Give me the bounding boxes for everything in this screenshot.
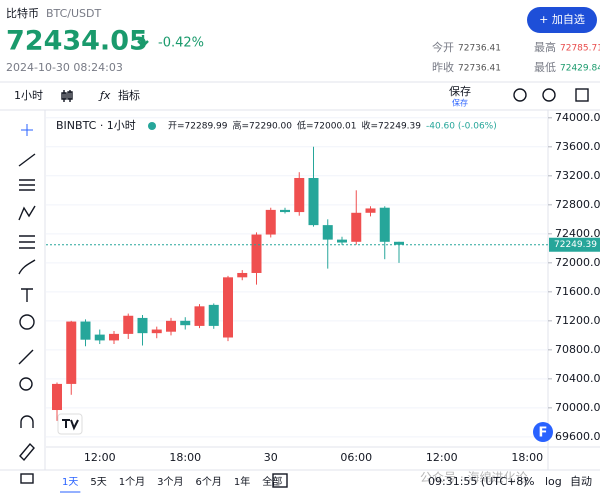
candle-body — [137, 317, 148, 334]
candle-body — [280, 209, 290, 213]
candle-body — [123, 315, 134, 334]
timestamp: 2024-10-30 08:24:03 — [6, 61, 123, 74]
stat-value: 72429.84 — [560, 64, 600, 74]
watermark: 公众号 · 海绵进化论 — [420, 470, 527, 485]
stat-label: 今开 — [432, 40, 454, 54]
candle-body — [322, 225, 333, 240]
auto[interactable]: 自动 — [570, 475, 592, 488]
save-sub[interactable]: 保存 — [452, 98, 468, 108]
candle-body — [379, 207, 390, 242]
down-arrow — [137, 35, 149, 48]
drawing-tools[interactable] — [18, 124, 36, 484]
y-tick-label: 73200.00 — [555, 169, 600, 182]
stat-value: 72736.41 — [458, 64, 501, 74]
save[interactable]: 保存 — [449, 84, 471, 98]
legend-title: BINBTC · 1小时 — [56, 119, 136, 132]
tv-logo[interactable] — [57, 413, 83, 435]
y-tick-label: 71200.00 — [555, 314, 600, 327]
candle-body — [308, 177, 319, 226]
y-tick-label: 69600.00 — [555, 430, 600, 443]
add-button-label[interactable]: + 加自选 — [539, 13, 585, 26]
percent[interactable]: % — [524, 475, 534, 488]
alert-icon[interactable] — [513, 88, 527, 102]
tv-logo-mark — [62, 419, 79, 431]
candle-body — [94, 334, 105, 341]
legend-item: -40.60 (-0.06%) — [426, 122, 497, 132]
candle-body — [394, 241, 404, 245]
candle-body — [194, 306, 205, 326]
range-button[interactable]: 全部 — [262, 475, 282, 488]
f-badge-label: F — [539, 426, 548, 441]
calendar-icon[interactable] — [272, 473, 288, 488]
candle-body — [351, 212, 362, 242]
legend-item: 高=72290.00 — [233, 120, 293, 132]
fullscreen-icon[interactable] — [575, 88, 589, 102]
range-button[interactable]: 5天 — [90, 477, 106, 488]
settings-icon[interactable] — [542, 88, 556, 102]
add-button[interactable] — [527, 7, 597, 33]
candle-body — [251, 234, 262, 273]
candle-body — [52, 383, 62, 411]
x-tick-label: 30 — [264, 451, 278, 464]
y-tick-label: 72400.00 — [555, 227, 600, 240]
indicators[interactable]: 指标 — [118, 88, 140, 102]
x-tick-label: 12:00 — [84, 451, 116, 464]
range-button[interactable]: 3个月 — [157, 476, 183, 488]
y-tick-label: 74000.00 — [555, 111, 600, 124]
stat-label: 昨收 — [432, 60, 454, 74]
y-tick-label: 70800.00 — [555, 343, 600, 356]
y-tick-label: 72000.00 — [555, 256, 600, 269]
status-dot — [148, 122, 156, 130]
candle-body — [109, 333, 119, 341]
title: 比特币 — [6, 6, 39, 20]
y-tick-label: 71600.00 — [555, 285, 600, 298]
candle-body — [294, 177, 305, 213]
candle-body — [223, 277, 233, 338]
log[interactable]: log — [545, 475, 562, 488]
time: 09:31:55 (UTC+8) — [428, 475, 528, 488]
range-button[interactable]: 1天 — [62, 477, 78, 488]
x-tick-label: 12:00 — [426, 451, 458, 464]
f-badge[interactable] — [533, 422, 553, 442]
symbol: BTC/USDT — [46, 7, 102, 20]
range-button[interactable]: 1个月 — [119, 476, 145, 488]
change: -0.42% — [158, 36, 204, 51]
price: 72434.05 — [6, 26, 148, 57]
legend-item: 开=72289.99 — [168, 121, 228, 132]
fx-icon[interactable]: ƒx — [98, 89, 111, 102]
candle-body — [265, 209, 276, 235]
range-button[interactable]: 6个月 — [196, 476, 222, 488]
candle-body — [166, 320, 176, 332]
candle-body — [337, 239, 347, 243]
candle-body — [237, 272, 248, 278]
x-tick-label: 06:00 — [340, 451, 372, 464]
stat-label: 最高 — [534, 40, 556, 54]
y-tick-label: 73600.00 — [555, 140, 600, 153]
candle-body — [80, 321, 91, 340]
x-tick-label: 18:00 — [169, 451, 201, 464]
stat-label: 最低 — [534, 61, 556, 74]
candle-body — [208, 304, 219, 326]
legend-item: 收=72249.39 — [362, 120, 422, 132]
y-tick-label: 70400.00 — [555, 372, 600, 385]
y-tick-label: 70000.00 — [555, 401, 600, 414]
candle-body — [180, 320, 191, 326]
candle-icon[interactable] — [61, 90, 73, 102]
candle-body — [66, 321, 77, 384]
y-tick-label: 72800.00 — [555, 198, 600, 211]
range-button[interactable]: 1年 — [234, 475, 250, 488]
x-tick-label: 18:00 — [511, 451, 543, 464]
interval[interactable]: 1小时 — [14, 89, 43, 102]
stat-value: 72785.71 — [560, 44, 600, 54]
last-price-label: 72249.39 — [554, 240, 597, 250]
candle-body — [151, 329, 162, 334]
legend-item: 低=72000.01 — [297, 120, 357, 132]
stat-value: 72736.41 — [458, 44, 501, 54]
candle-body — [365, 208, 376, 213]
last-price-box — [549, 237, 600, 252]
